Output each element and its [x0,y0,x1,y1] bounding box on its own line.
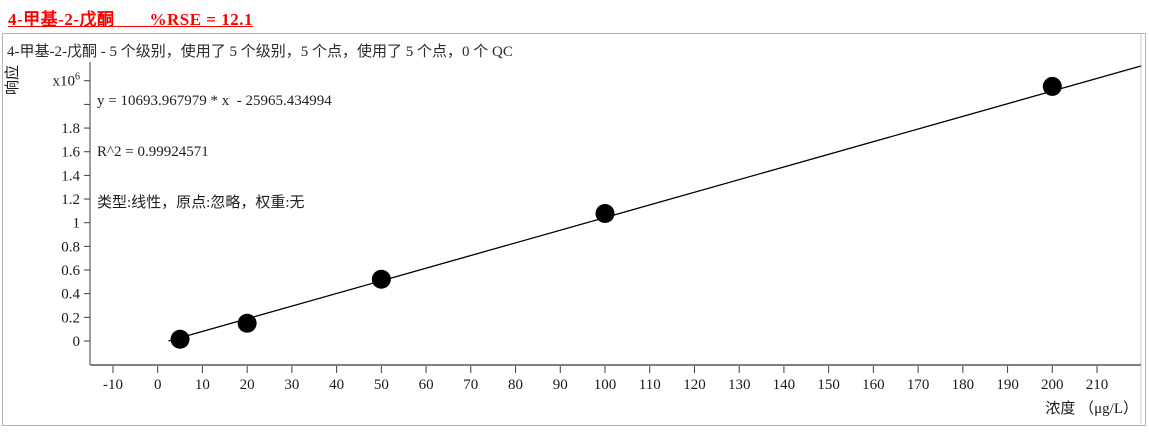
data-point-200[interactable] [1042,76,1062,96]
x-tick-label: -10 [103,377,123,393]
x-tick-label: 180 [952,377,975,393]
data-point-100[interactable] [595,203,615,223]
compound-title[interactable]: 4-甲基-2-戊酮 %RSE = 12.1 [8,10,253,29]
curve-subtitle: 4-甲基-2-戊酮 - 5 个级别，使用了 5 个级别，5 个点，使用了 5 个… [7,44,513,60]
y-tick-label: 1.8 [61,121,80,137]
x-tick-label: 80 [508,377,523,393]
y-tick-label: 0.6 [61,263,80,279]
y-tick-label: 1.2 [61,192,80,208]
data-point-20[interactable] [237,313,257,333]
x-tick-label: 140 [773,377,796,393]
x-tick-label: 30 [284,377,299,393]
data-point-50[interactable] [371,269,391,289]
x-tick-label: 210 [1086,377,1109,393]
y-scale-label: x106 [53,72,81,90]
data-points [170,76,1062,349]
x-tick-label: 60 [419,377,434,393]
fit-type-info: 类型:线性，原点:忽略，权重:无 [97,195,305,211]
x-tick-label: 170 [907,377,930,393]
x-tick-label: 130 [728,377,751,393]
y-tick-label: 0 [73,334,81,350]
x-axis-title: 浓度 （μg/L） [1045,400,1138,417]
x-tick-label: 110 [639,377,661,393]
fit-equation: y = 10693.967979 * x - 25965.434994 [97,93,332,109]
y-tick-label: 0.4 [61,287,80,303]
x-tick-labels: -10 0 10 20 30 40 50 60 70 80 90 100 110 120 130 140 150… [103,366,1108,393]
y-tick-label: 1 [73,216,81,232]
y-axis-title: 响应 [3,65,21,95]
x-tick-label: 150 [817,377,840,393]
x-tick-label: 200 [1041,377,1064,393]
x-tick-label: 10 [195,377,210,393]
x-tick-label: 90 [553,377,568,393]
x-tick-label: 100 [594,377,617,393]
x-tick-label: 70 [463,377,478,393]
x-tick-label: 190 [996,377,1019,393]
x-tick-label: 160 [862,377,885,393]
x-tick-label: 50 [374,377,389,393]
x-tick-label: 20 [240,377,255,393]
x-tick-label: 0 [154,377,162,393]
x-tick-label: 40 [329,377,344,393]
fit-r-squared: R^2 = 0.99924571 [97,144,209,160]
y-tick-label: 0.8 [61,239,80,255]
fit-annotation: y = 10693.967979 * x - 25965.434994 R^2 … [97,59,332,246]
y-tick-labels: 0 0.2 0.4 0.6 0.8 1 1.2 1.4 1.6 1.8 [61,80,90,350]
y-tick-label: 1.4 [61,168,80,184]
fit-line [168,65,1142,342]
y-tick-label: 0.2 [61,310,80,326]
y-tick-label: 1.6 [61,145,80,161]
data-point-5[interactable] [170,329,190,349]
curve-panel [2,33,1146,426]
x-tick-label: 120 [683,377,706,393]
